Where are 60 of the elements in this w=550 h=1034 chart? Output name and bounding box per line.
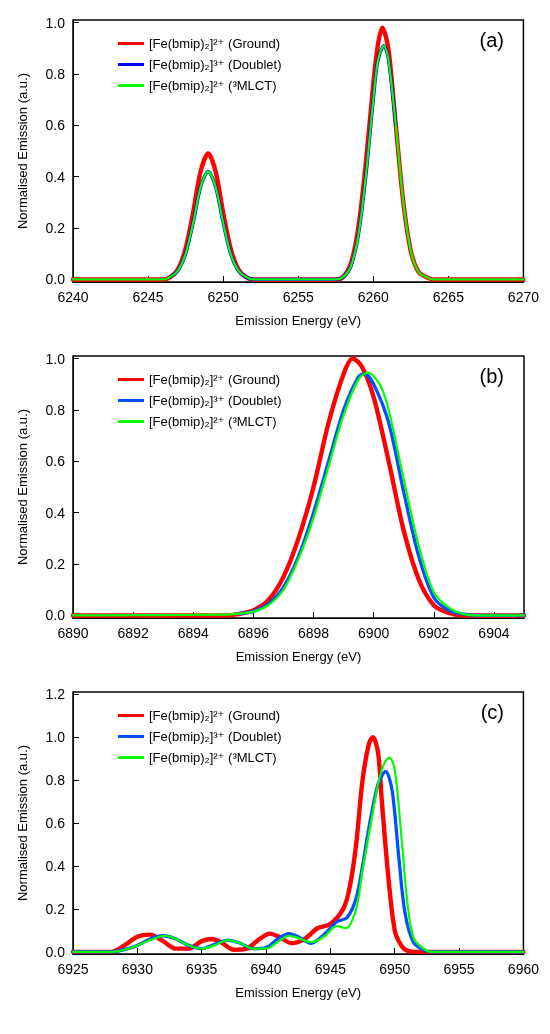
x-tick-label: 6900 [358, 625, 390, 641]
y-tick-label: 0.0 [45, 271, 66, 288]
x-tick-label: 6940 [250, 961, 282, 977]
legend-label: [Fe(bmip)₂]³⁺ (Doublet) [149, 57, 282, 72]
y-tick-label: 1.0 [45, 350, 66, 367]
y-tick-label: 0.2 [45, 220, 66, 237]
legend-label: [Fe(bmip)₂]²⁺ (³MLCT) [149, 78, 277, 93]
x-tick-label: 6925 [57, 961, 89, 977]
y-tick-label: 0.0 [45, 943, 66, 960]
y-tick-label: 0.6 [45, 117, 66, 134]
legend-label: [Fe(bmip)₂]²⁺ (³MLCT) [149, 414, 277, 429]
y-axis-title: Normalised Emission (a.u.) [15, 408, 30, 566]
x-tick-label: 6945 [314, 961, 347, 977]
x-tick-label: 6960 [507, 961, 540, 977]
legend-label: [Fe(bmip)₂]³⁺ (Doublet) [149, 729, 282, 744]
y-tick-label: 0.8 [45, 65, 66, 82]
x-tick-label: 6890 [57, 625, 89, 641]
y-tick-label: 0.2 [45, 556, 66, 573]
x-tick-label: 6250 [207, 289, 239, 305]
y-tick-label: 0.6 [45, 815, 66, 831]
x-tick-label: 6904 [478, 625, 510, 641]
x-tick-label: 6930 [121, 961, 154, 977]
y-tick-label: 0.4 [45, 857, 66, 874]
y-tick-label: 0.0 [45, 607, 66, 624]
legend-label: [Fe(bmip)₂]²⁺ (³MLCT) [149, 750, 277, 765]
x-tick-label: 6240 [57, 289, 89, 305]
x-tick-label: 6950 [379, 961, 411, 977]
x-tick-label: 6255 [282, 289, 314, 305]
x-tick-label: 6955 [443, 961, 475, 977]
x-tick-label: 6270 [507, 289, 540, 305]
x-tick-label: 6892 [117, 625, 149, 641]
y-tick-label: 0.2 [45, 900, 66, 917]
y-tick-label: 0.4 [45, 504, 66, 521]
x-axis-title: Emission Energy (eV) [235, 649, 362, 664]
legend-label: [Fe(bmip)₂]²⁺ (Ground) [149, 372, 281, 387]
y-tick-label: 0.8 [45, 401, 66, 418]
x-tick-label: 6265 [432, 289, 465, 305]
x-tick-label: 6896 [237, 625, 270, 641]
x-tick-label: 6245 [132, 289, 164, 305]
y-tick-label: 1.0 [45, 14, 66, 31]
x-tick-label: 6902 [418, 625, 450, 641]
x-axis-title: Emission Energy (eV) [235, 985, 362, 1000]
y-axis-title: Normalised Emission (a.u.) [15, 744, 30, 902]
annotation: (b) [479, 365, 505, 387]
y-axis-title: Normalised Emission (a.u.) [15, 72, 30, 230]
x-tick-label: 6935 [186, 961, 218, 977]
y-tick-label: 0.6 [45, 453, 66, 470]
x-tick-label: 6894 [177, 625, 210, 641]
y-tick-label: 0.8 [45, 772, 66, 789]
annotation: (a) [479, 29, 505, 51]
legend-label: [Fe(bmip)₂]³⁺ (Doublet) [149, 393, 282, 408]
legend-label: [Fe(bmip)₂]²⁺ (Ground) [149, 708, 281, 723]
legend-label: [Fe(bmip)₂]²⁺ (Ground) [149, 36, 281, 51]
y-tick-label: 1.0 [45, 729, 66, 746]
x-tick-label: 6898 [297, 625, 330, 641]
annotation: (c) [480, 701, 505, 723]
x-axis-title: Emission Energy (eV) [235, 313, 362, 328]
y-tick-label: 0.4 [45, 168, 66, 185]
x-tick-label: 6260 [357, 289, 390, 305]
y-tick-label: 1.2 [45, 686, 66, 703]
